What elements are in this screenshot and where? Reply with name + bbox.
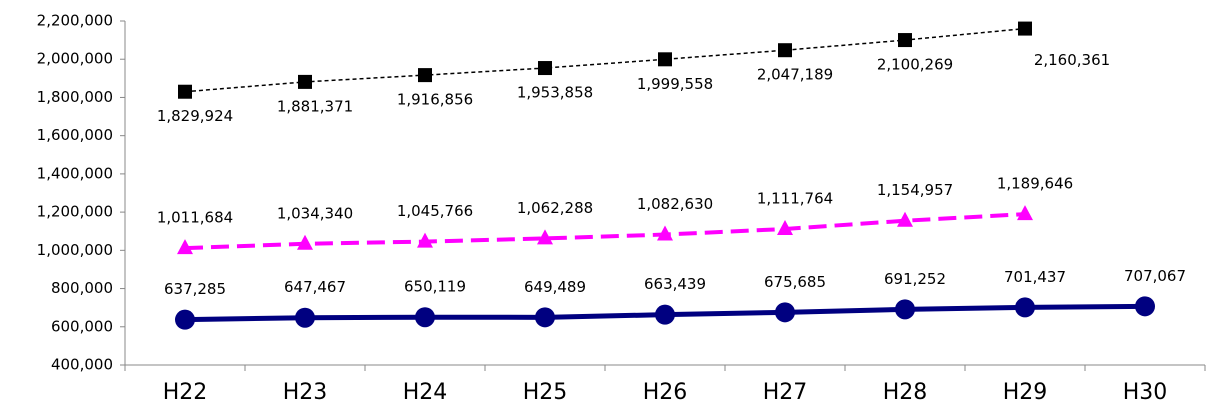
value-label: 2,100,269 <box>877 56 953 74</box>
marker <box>295 307 315 328</box>
value-label: 2,047,189 <box>757 66 833 84</box>
marker <box>775 302 795 323</box>
marker <box>298 74 312 89</box>
marker <box>177 239 193 255</box>
value-label: 1,111,764 <box>757 189 833 207</box>
x-tick-label: H22 <box>163 380 208 405</box>
x-tick-label: H28 <box>883 380 928 405</box>
marker <box>175 309 195 330</box>
y-tick-label: 800,000 <box>51 279 113 297</box>
value-label: 1,082,630 <box>637 195 713 213</box>
marker <box>778 43 792 58</box>
marker <box>178 84 192 99</box>
y-tick-label: 2,000,000 <box>37 50 113 68</box>
marker <box>897 211 913 227</box>
x-tick-label: H30 <box>1123 380 1168 405</box>
value-label: 1,062,288 <box>517 199 593 217</box>
marker <box>538 61 552 76</box>
y-tick-label: 2,200,000 <box>37 12 113 30</box>
value-label: 2,160,361 <box>1034 51 1110 69</box>
value-label: 707,067 <box>1124 267 1186 285</box>
value-label: 1,999,558 <box>637 75 713 93</box>
value-label: 1,045,766 <box>397 202 473 220</box>
marker <box>418 68 432 83</box>
marker <box>658 52 672 67</box>
value-label: 1,034,340 <box>277 204 353 222</box>
marker <box>777 219 793 235</box>
marker <box>1017 205 1033 221</box>
value-label: 1,011,684 <box>157 209 233 227</box>
value-label: 650,119 <box>404 278 466 296</box>
value-label: 1,881,371 <box>277 97 353 115</box>
marker <box>1015 297 1035 318</box>
x-tick-label: H23 <box>283 380 328 405</box>
value-label: 649,489 <box>524 278 586 296</box>
value-label: 663,439 <box>644 275 706 293</box>
value-label: 691,252 <box>884 270 946 288</box>
x-tick-label: H26 <box>643 380 688 405</box>
y-tick-label: 1,400,000 <box>37 164 113 182</box>
series-line <box>184 212 1026 251</box>
value-label: 1,189,646 <box>997 175 1073 193</box>
value-label: 1,154,957 <box>877 181 953 199</box>
series-line <box>184 27 1026 93</box>
x-tick-label: H24 <box>403 380 448 405</box>
x-tick-label: H25 <box>523 380 568 405</box>
y-tick-label: 1,200,000 <box>37 203 113 221</box>
marker <box>1135 296 1155 317</box>
y-tick-label: 1,600,000 <box>37 126 113 144</box>
marker <box>895 299 915 320</box>
value-label: 701,437 <box>1004 268 1066 286</box>
marker <box>535 307 555 328</box>
value-label: 1,953,858 <box>517 84 593 102</box>
marker <box>537 229 553 245</box>
value-label: 647,467 <box>284 278 346 296</box>
marker <box>898 33 912 48</box>
y-tick-label: 600,000 <box>51 317 113 335</box>
marker <box>415 307 435 328</box>
value-label: 1,829,924 <box>157 107 233 125</box>
y-tick-label: 1,800,000 <box>37 88 113 106</box>
y-tick-label: 400,000 <box>51 356 113 374</box>
value-label: 1,916,856 <box>397 91 473 109</box>
marker <box>1018 21 1032 36</box>
value-label: 637,285 <box>164 280 226 298</box>
x-tick-label: H27 <box>763 380 808 405</box>
value-label: 675,685 <box>764 273 826 291</box>
marker <box>297 234 313 250</box>
marker <box>657 225 673 241</box>
marker <box>417 232 433 248</box>
y-tick-label: 1,000,000 <box>37 241 113 259</box>
marker <box>655 304 675 325</box>
x-tick-label: H29 <box>1003 380 1048 405</box>
